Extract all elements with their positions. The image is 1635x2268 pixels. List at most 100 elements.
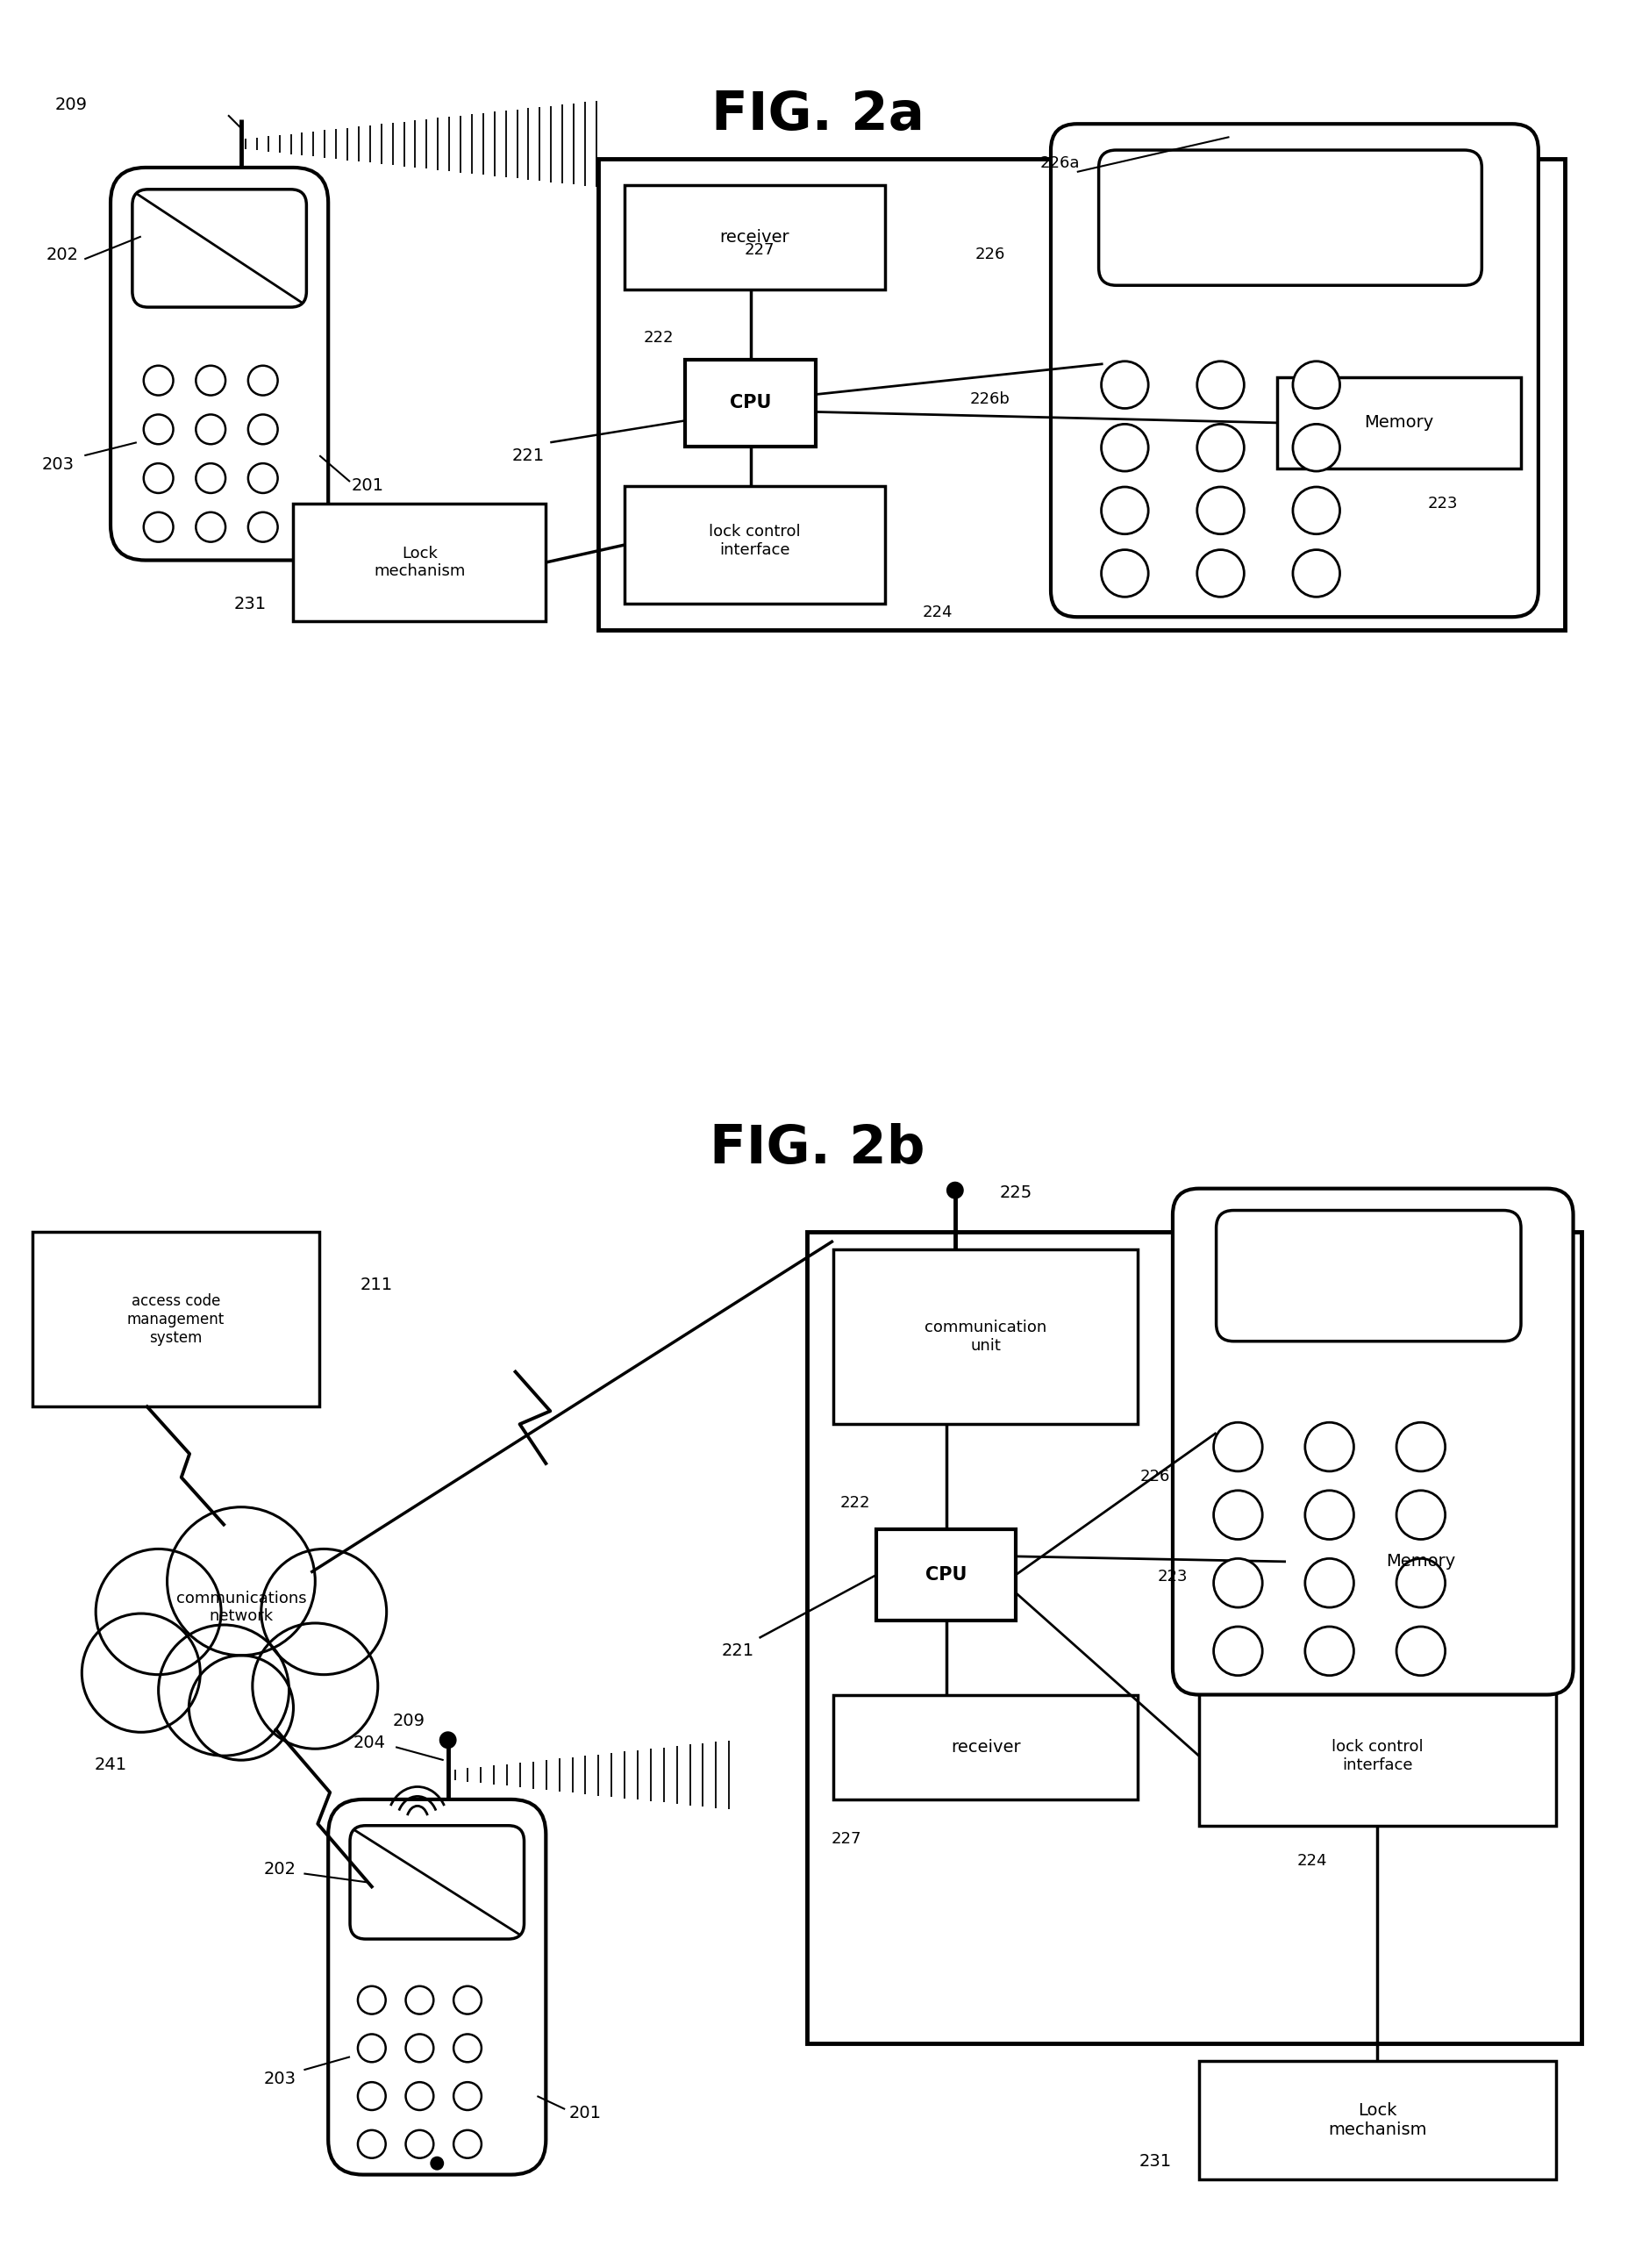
Circle shape: [453, 2034, 481, 2062]
Circle shape: [430, 2157, 443, 2170]
FancyBboxPatch shape: [132, 188, 306, 306]
Circle shape: [196, 513, 226, 542]
Circle shape: [1213, 1626, 1262, 1676]
Text: 223: 223: [1158, 1569, 1187, 1585]
Text: 226: 226: [974, 247, 1004, 263]
Circle shape: [358, 2034, 386, 2062]
Circle shape: [453, 2082, 481, 2109]
Text: receiver: receiver: [719, 229, 790, 245]
Text: 226a: 226a: [1038, 154, 1079, 170]
Bar: [876, 1529, 1015, 1622]
Text: 209: 209: [56, 95, 88, 113]
FancyBboxPatch shape: [1050, 125, 1537, 617]
Circle shape: [1100, 424, 1148, 472]
Bar: [1198, 1685, 1555, 1826]
Circle shape: [1292, 424, 1339, 472]
Circle shape: [196, 365, 226, 395]
Circle shape: [1213, 1558, 1262, 1608]
FancyBboxPatch shape: [1099, 150, 1481, 286]
Circle shape: [1396, 1490, 1444, 1540]
Circle shape: [1197, 424, 1244, 472]
Circle shape: [82, 1613, 199, 1733]
Circle shape: [1396, 1422, 1444, 1472]
Text: 211: 211: [360, 1277, 392, 1293]
Circle shape: [1213, 1422, 1262, 1472]
Circle shape: [188, 1656, 293, 1760]
Bar: [625, 485, 885, 603]
Text: 241: 241: [95, 1755, 128, 1774]
FancyBboxPatch shape: [329, 1799, 546, 2175]
Circle shape: [1100, 361, 1148, 408]
Text: receiver: receiver: [950, 1740, 1020, 1755]
Text: 227: 227: [831, 1830, 862, 1846]
Text: 226b: 226b: [970, 390, 1009, 406]
Bar: [806, 1232, 1581, 2043]
Bar: [293, 503, 546, 621]
Circle shape: [249, 365, 278, 395]
Text: 201: 201: [569, 2105, 602, 2123]
Circle shape: [1197, 488, 1244, 533]
Text: 203: 203: [263, 2071, 296, 2087]
Text: 221: 221: [721, 1642, 754, 1660]
Text: Memory: Memory: [1385, 1554, 1455, 1569]
Circle shape: [1197, 549, 1244, 596]
Circle shape: [438, 1730, 456, 1749]
Circle shape: [358, 2082, 386, 2109]
Bar: [625, 186, 885, 290]
Text: 226: 226: [1140, 1470, 1169, 1486]
Circle shape: [1100, 549, 1148, 596]
Bar: [1277, 376, 1521, 469]
Bar: [832, 1250, 1138, 1424]
Text: 204: 204: [353, 1735, 386, 1751]
Text: 209: 209: [392, 1712, 425, 1728]
Circle shape: [358, 2130, 386, 2159]
Bar: [1198, 2062, 1555, 2180]
Text: 202: 202: [46, 247, 78, 263]
Circle shape: [1305, 1626, 1354, 1676]
Text: FIG. 2a: FIG. 2a: [711, 88, 924, 141]
Circle shape: [405, 2082, 433, 2109]
Text: Lock
mechanism: Lock mechanism: [374, 544, 466, 578]
Circle shape: [405, 1987, 433, 2014]
Text: FIG. 2b: FIG. 2b: [710, 1123, 925, 1175]
Text: 231: 231: [1138, 2152, 1171, 2170]
Circle shape: [1213, 1490, 1262, 1540]
Circle shape: [945, 1182, 963, 1200]
Circle shape: [453, 1987, 481, 2014]
Text: CPU: CPU: [925, 1565, 966, 1583]
Text: Lock
mechanism: Lock mechanism: [1328, 2102, 1426, 2139]
Bar: [685, 361, 816, 447]
Text: 202: 202: [263, 1860, 296, 1878]
Circle shape: [196, 463, 226, 492]
Circle shape: [405, 2130, 433, 2159]
Circle shape: [1292, 549, 1339, 596]
Circle shape: [1292, 361, 1339, 408]
Circle shape: [96, 1549, 221, 1674]
Circle shape: [1396, 1558, 1444, 1608]
Text: 225: 225: [999, 1184, 1032, 1202]
Text: communication
unit: communication unit: [924, 1320, 1046, 1354]
Circle shape: [1305, 1490, 1354, 1540]
Text: 223: 223: [1427, 497, 1457, 510]
Circle shape: [159, 1624, 289, 1755]
Text: communications
network: communications network: [177, 1590, 306, 1624]
Circle shape: [405, 2034, 433, 2062]
Text: access code
management
system: access code management system: [128, 1293, 224, 1345]
Circle shape: [249, 513, 278, 542]
Circle shape: [358, 1987, 386, 2014]
Circle shape: [1292, 488, 1339, 533]
Text: 222: 222: [644, 329, 674, 345]
Circle shape: [453, 2130, 481, 2159]
Text: CPU: CPU: [729, 395, 770, 413]
Circle shape: [144, 365, 173, 395]
FancyBboxPatch shape: [111, 168, 329, 560]
Circle shape: [144, 513, 173, 542]
Bar: [832, 1694, 1138, 1799]
Circle shape: [1100, 488, 1148, 533]
Text: 231: 231: [234, 596, 267, 612]
Text: 201: 201: [352, 479, 384, 494]
Circle shape: [1197, 361, 1244, 408]
Circle shape: [1305, 1422, 1354, 1472]
Text: 203: 203: [43, 456, 75, 472]
Circle shape: [249, 463, 278, 492]
